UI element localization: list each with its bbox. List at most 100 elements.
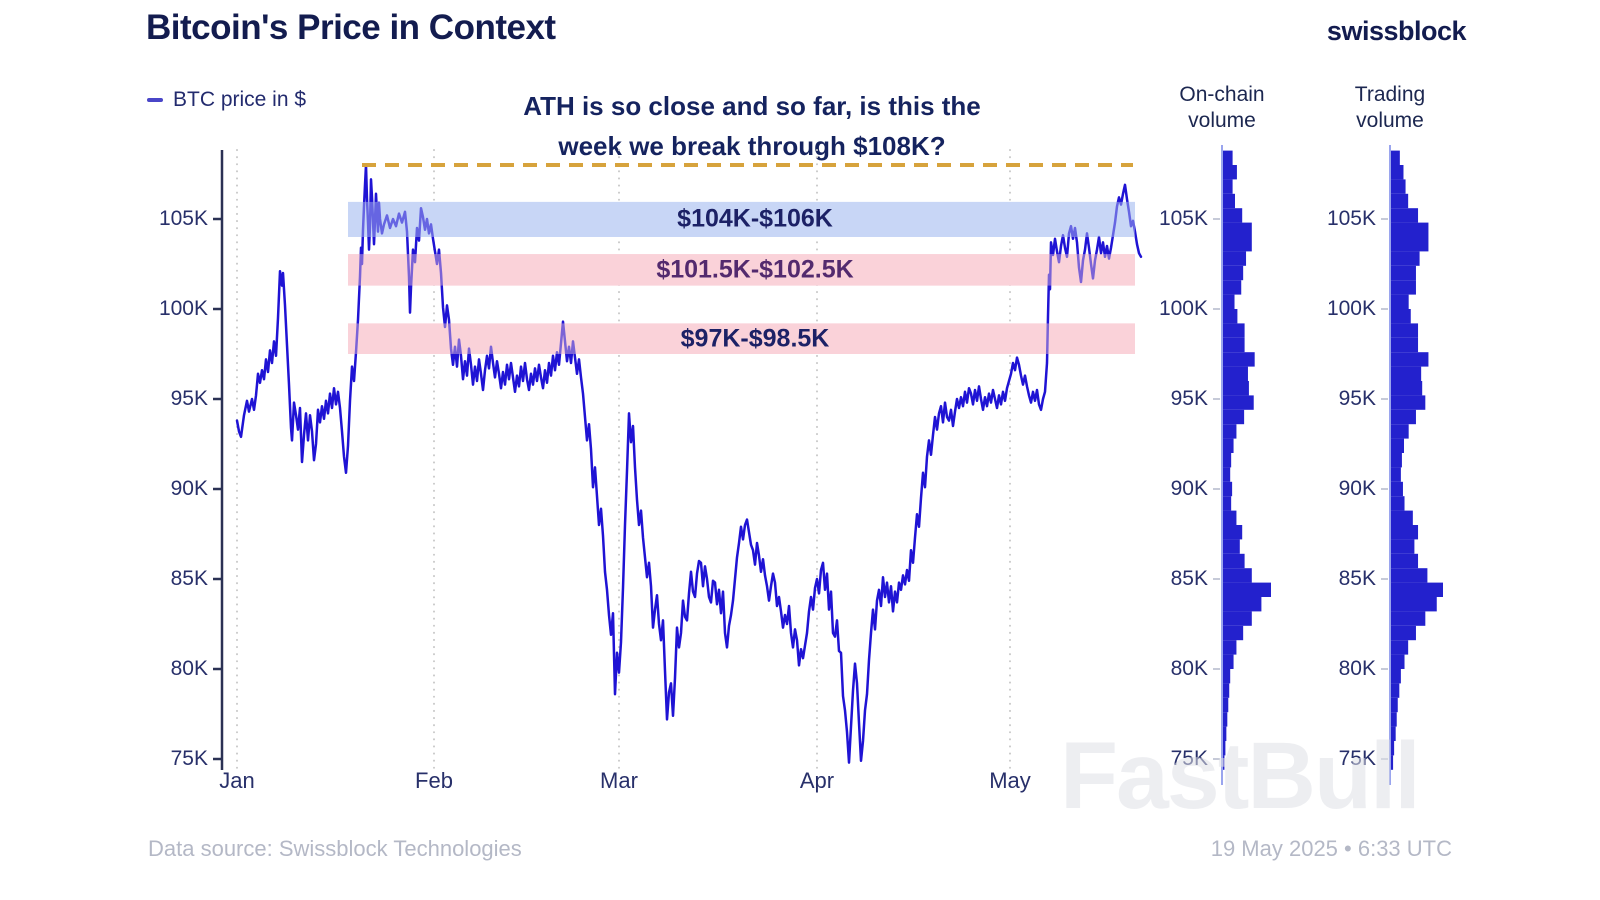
- volume-bar: [1391, 625, 1416, 641]
- volume-bar: [1391, 193, 1409, 209]
- volume-bar: [1223, 697, 1229, 713]
- volume-bar: [1391, 726, 1396, 741]
- y-axis-label-80K: 80K: [170, 657, 208, 680]
- volume-y-label-75K: 75K: [1170, 747, 1208, 770]
- legend-line-swatch: [147, 98, 163, 102]
- volume-y-label-105K: 105K: [1158, 207, 1208, 230]
- volume-bar: [1391, 467, 1401, 482]
- swissblock-logo: swissblock: [1326, 16, 1467, 46]
- volume-bar: [1391, 640, 1409, 655]
- volume-bar: [1223, 381, 1249, 396]
- volume-bar: [1391, 309, 1411, 324]
- volume-bar: [1223, 323, 1245, 338]
- volume-bar: [1391, 280, 1416, 295]
- volume-bar: [1391, 582, 1443, 597]
- volume-y-label-85K: 85K: [1338, 567, 1376, 590]
- volume-bar: [1223, 395, 1254, 410]
- volume-bar: [1223, 741, 1226, 756]
- band-label-1: $104K-$106K: [677, 204, 833, 233]
- volume-bar: [1391, 251, 1420, 266]
- ath-annotation-line1: ATH is so close and so far, is this the: [523, 91, 981, 121]
- volume-bar: [1391, 438, 1404, 453]
- volume-bar: [1223, 726, 1227, 741]
- volume-bar: [1391, 539, 1415, 554]
- volume-bar: [1391, 453, 1402, 468]
- volume-bar: [1391, 179, 1406, 194]
- volume-bar: [1391, 496, 1405, 511]
- volume-bar: [1223, 597, 1262, 612]
- volume-bar: [1391, 553, 1419, 569]
- legend-label: BTC price in $: [173, 88, 307, 111]
- volume-y-label-100K: 100K: [1326, 297, 1376, 320]
- y-axis-label-85K: 85K: [170, 567, 208, 590]
- y-axis-label-95K: 95K: [170, 387, 208, 410]
- volume-y-label-90K: 90K: [1170, 477, 1208, 500]
- volume-bar: [1391, 323, 1419, 338]
- price-band-overlay-3: [348, 323, 1135, 354]
- volume-bar: [1223, 510, 1237, 525]
- volume-bar: [1223, 150, 1233, 165]
- price-band-3: [348, 323, 1135, 354]
- volume-y-label-85K: 85K: [1170, 567, 1208, 590]
- price-band-overlay-1: [348, 201, 1135, 237]
- band-label-2: $101.5K-$102.5K: [656, 255, 854, 284]
- volume-y-label-75K: 75K: [1338, 747, 1376, 770]
- volume-bar: [1391, 424, 1409, 439]
- x-axis-label-may: May: [989, 768, 1031, 793]
- page-title: Bitcoin's Price in Context: [146, 8, 556, 47]
- volume-bar: [1391, 741, 1395, 756]
- y-axis-label-100K: 100K: [158, 297, 208, 320]
- x-axis-label-mar: Mar: [600, 768, 638, 793]
- volume-bar: [1223, 179, 1233, 194]
- volume-bar: [1223, 568, 1252, 583]
- volume-bar: [1391, 265, 1416, 281]
- band-label-3: $97K-$98.5K: [680, 324, 830, 353]
- volume-bar: [1391, 237, 1429, 252]
- volume-bar: [1391, 697, 1398, 713]
- volume-bar: [1223, 409, 1245, 425]
- volume-bar: [1391, 481, 1403, 497]
- y-axis-label-90K: 90K: [170, 477, 208, 500]
- x-axis-label-apr: Apr: [799, 768, 835, 793]
- volume-bar: [1223, 525, 1243, 540]
- x-axis-label-feb: Feb: [415, 768, 453, 793]
- volume-bar: [1391, 712, 1397, 727]
- volume-bar: [1391, 352, 1429, 367]
- volume-bar: [1223, 553, 1245, 569]
- price-band-1: [348, 201, 1135, 237]
- volume-bar: [1223, 251, 1247, 266]
- timestamp-caption: 19 May 2025 • 6:33 UTC: [1210, 836, 1452, 861]
- volume-y-label-90K: 90K: [1338, 477, 1376, 500]
- x-axis-label-jan: Jan: [219, 768, 255, 793]
- volume-bar: [1223, 237, 1252, 252]
- volume-bar: [1391, 222, 1429, 237]
- volume-bar: [1223, 438, 1234, 453]
- volume-bar: [1391, 525, 1419, 540]
- btc-price-line: [235, 163, 1143, 764]
- price-band-overlay-2: [348, 254, 1135, 286]
- volume-bar: [1391, 409, 1416, 425]
- volume-bar: [1223, 208, 1243, 223]
- volume-bar: [1223, 165, 1237, 180]
- volume-bar: [1223, 683, 1230, 698]
- y-axis-label-105K: 105K: [158, 207, 208, 230]
- volume-bar: [1223, 496, 1232, 511]
- volume-bar: [1223, 654, 1234, 669]
- volume-bar: [1391, 294, 1409, 309]
- volume-y-label-95K: 95K: [1338, 387, 1376, 410]
- volume-bar: [1391, 510, 1413, 525]
- data-source-caption: Data source: Swissblock Technologies: [148, 836, 522, 861]
- volume-bar: [1391, 208, 1419, 223]
- volume-bar: [1391, 150, 1400, 165]
- volume-bar: [1223, 669, 1231, 684]
- volume-y-label-95K: 95K: [1170, 387, 1208, 410]
- ath-annotation: ATH is so close and so far, is this the …: [523, 86, 981, 166]
- volume-bar: [1391, 381, 1423, 396]
- volume-bar: [1223, 424, 1237, 439]
- volume-bar: [1391, 337, 1419, 353]
- volume-bar: [1391, 755, 1394, 770]
- volume-bar: [1391, 395, 1426, 410]
